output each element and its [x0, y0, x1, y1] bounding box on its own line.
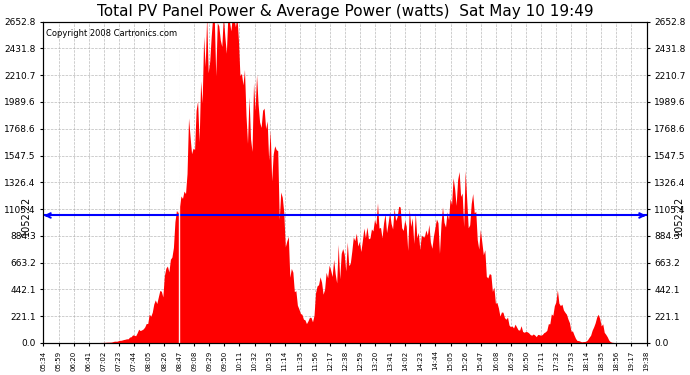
Text: Copyright 2008 Cartronics.com: Copyright 2008 Cartronics.com: [46, 29, 177, 38]
Title: Total PV Panel Power & Average Power (watts)  Sat May 10 19:49: Total PV Panel Power & Average Power (wa…: [97, 4, 593, 19]
Text: 1052.22: 1052.22: [21, 195, 31, 236]
Text: 1052.22: 1052.22: [673, 195, 684, 236]
